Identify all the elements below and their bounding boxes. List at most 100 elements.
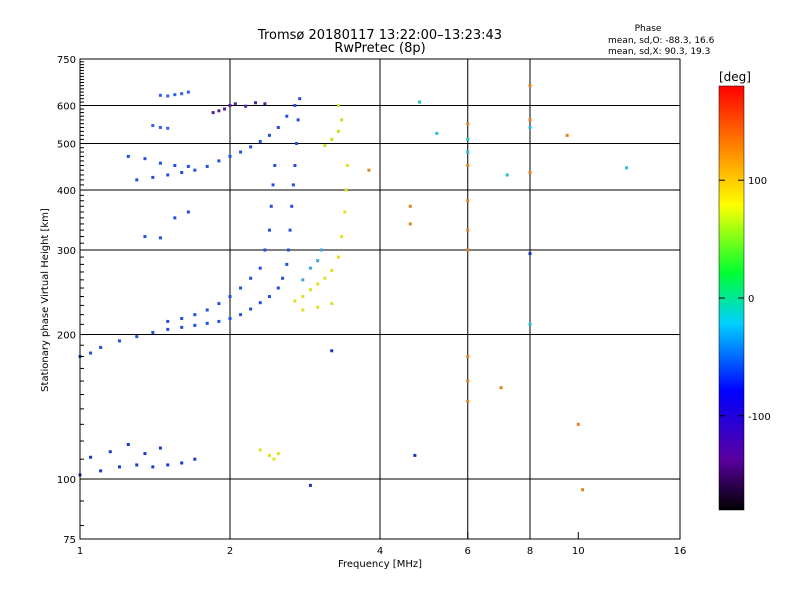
- data-point: [249, 307, 253, 311]
- y-axis: 75 100 200 300 400 500 600 750: [57, 55, 680, 546]
- data-point: [293, 163, 297, 167]
- data-point: [258, 139, 262, 143]
- data-point: [193, 323, 197, 327]
- data-point: [117, 465, 121, 469]
- data-point: [143, 157, 147, 161]
- x-tick-label: 8: [527, 546, 533, 557]
- series-group: [166, 163, 277, 323]
- data-point: [528, 84, 532, 88]
- x-tick-label: 2: [227, 546, 233, 557]
- data-point: [263, 102, 267, 106]
- data-point: [267, 295, 271, 299]
- data-point: [367, 168, 371, 172]
- data-point: [293, 104, 297, 108]
- data-point: [186, 210, 190, 214]
- data-point: [249, 276, 253, 280]
- data-point: [316, 305, 320, 309]
- data-point: [413, 453, 417, 457]
- data-point: [281, 276, 285, 280]
- data-point: [244, 104, 248, 108]
- data-point: [301, 278, 305, 282]
- data-point: [166, 327, 170, 331]
- data-point: [267, 133, 271, 137]
- data-point: [151, 330, 155, 334]
- colorbar-ticks: -100 0 100: [719, 176, 771, 423]
- data-point: [435, 131, 439, 135]
- data-point: [340, 118, 344, 122]
- data-point: [276, 125, 280, 129]
- y-tick-label: 750: [57, 55, 76, 66]
- data-point: [158, 161, 162, 165]
- data-point: [173, 93, 177, 97]
- x-tick-label: 10: [572, 546, 585, 557]
- data-point: [186, 90, 190, 94]
- data-point: [466, 354, 470, 358]
- chart-title: Tromsø 20180117 13:22:00–13:23:43: [257, 28, 502, 43]
- data-point: [135, 335, 139, 339]
- data-point: [158, 446, 162, 450]
- data-point: [166, 319, 170, 323]
- data-point: [417, 100, 421, 104]
- data-point: [89, 351, 93, 355]
- data-point: [288, 228, 292, 232]
- data-point: [217, 109, 221, 113]
- y-tick-label: 200: [57, 331, 76, 342]
- data-point: [166, 94, 170, 98]
- data-point: [223, 107, 227, 111]
- data-point: [253, 101, 257, 105]
- y-tick-label: 400: [57, 186, 76, 197]
- data-point: [180, 325, 184, 329]
- data-point: [228, 316, 232, 320]
- series-group: [78, 97, 302, 358]
- data-point: [344, 188, 348, 192]
- data-point: [99, 469, 103, 473]
- data-point: [217, 302, 221, 306]
- phase-box-heading: Phase: [635, 24, 662, 34]
- data-point: [151, 465, 155, 469]
- data-point: [117, 339, 121, 343]
- data-point: [301, 295, 305, 299]
- data-point: [576, 422, 580, 426]
- data-point: [108, 450, 112, 454]
- data-point: [258, 448, 262, 452]
- data-point: [217, 159, 221, 163]
- colorbar-tick-label: -100: [748, 412, 771, 423]
- data-point: [499, 386, 503, 390]
- data-point: [336, 104, 340, 108]
- data-point: [126, 443, 130, 447]
- y-tick-label: 75: [63, 535, 76, 546]
- data-points: [78, 84, 629, 492]
- data-point: [180, 461, 184, 465]
- data-point: [205, 308, 209, 312]
- data-point: [135, 463, 139, 467]
- data-point: [466, 248, 470, 252]
- y-tick-label: 100: [57, 475, 76, 486]
- data-point: [126, 154, 130, 158]
- data-point: [528, 118, 532, 122]
- data-point: [239, 313, 243, 317]
- data-point: [267, 228, 271, 232]
- data-point: [330, 349, 334, 353]
- data-point: [466, 137, 470, 141]
- data-point: [158, 125, 162, 129]
- data-point: [316, 282, 320, 286]
- data-point: [285, 262, 289, 266]
- data-point: [273, 163, 277, 167]
- data-point: [217, 319, 221, 323]
- series-group: [258, 448, 280, 461]
- data-point: [319, 248, 323, 252]
- x-tick-label: 1: [77, 546, 83, 557]
- data-point: [228, 104, 232, 108]
- data-point: [276, 452, 280, 456]
- series-group: [293, 163, 349, 312]
- data-point: [249, 145, 253, 149]
- data-point: [205, 321, 209, 325]
- data-point: [158, 236, 162, 240]
- data-point: [258, 266, 262, 270]
- data-point: [466, 400, 470, 404]
- data-point: [290, 204, 294, 208]
- x-axis: 1 2 4 6 8 10 16: [77, 532, 686, 557]
- data-point: [308, 483, 312, 487]
- data-point: [239, 150, 243, 154]
- data-point: [186, 164, 190, 168]
